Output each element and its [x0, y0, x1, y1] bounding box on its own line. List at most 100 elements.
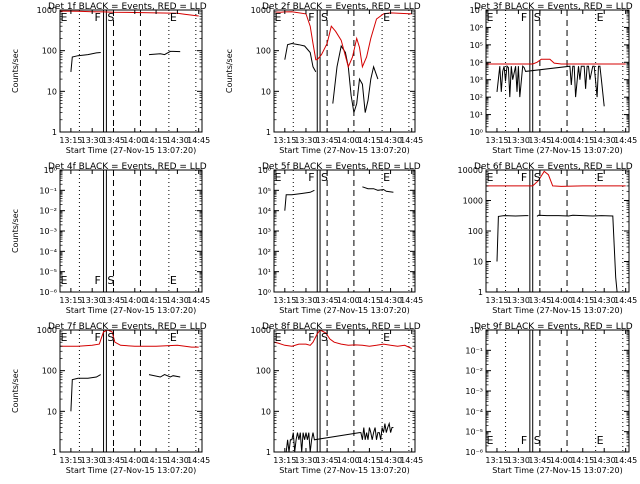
- panel-title: Det 1f BLACK = Events, RED = LLD: [48, 2, 207, 12]
- x-tick-label: 13:45: [528, 456, 551, 465]
- x-tick-label: 13:30: [294, 456, 317, 465]
- x-tick-label: 13:30: [294, 136, 317, 145]
- x-tick-label: 14:45: [400, 136, 423, 145]
- x-tick-label: 13:45: [316, 456, 339, 465]
- series-line-events: [284, 42, 379, 113]
- x-tick-label: 14:30: [593, 296, 616, 305]
- series-line-events: [284, 186, 394, 211]
- x-tick-label: 14:45: [614, 456, 637, 465]
- y-tick-label: 10⁻⁴: [39, 247, 57, 256]
- y-tick-label: 10⁰: [470, 128, 483, 137]
- x-axis-label: Start Time (27-Nov-15 13:07:20): [492, 306, 622, 315]
- y-tick-label: 1: [52, 448, 57, 457]
- event-label-top-f: F: [308, 11, 314, 24]
- event-label-top-e: E: [597, 11, 604, 24]
- x-tick-label: 13:30: [507, 456, 530, 465]
- event-marker-lines: [78, 170, 197, 292]
- y-tick-label: 10⁻⁵: [39, 268, 57, 277]
- y-tick-label: 1000: [251, 6, 271, 15]
- x-axis-label: Start Time (27-Nov-15 13:07:20): [66, 146, 196, 155]
- y-tick-label: 10: [473, 258, 483, 267]
- plot-frame: [59, 9, 203, 133]
- x-tick-label: 13:15: [273, 296, 296, 305]
- x-tick-label: 14:00: [337, 296, 360, 305]
- panel-det-9f: Det 9f BLACK = Events, RED = LLD E F S E 13:1…: [465, 322, 637, 475]
- event-label-e: E: [597, 434, 604, 447]
- event-label-top-e: E: [383, 11, 390, 24]
- event-label-top-s: S: [107, 331, 114, 344]
- event-marker-lines: [292, 330, 410, 452]
- x-tick-label: 13:15: [59, 296, 82, 305]
- x-tick-label: 14:00: [337, 136, 360, 145]
- event-marker-lines: [78, 330, 197, 452]
- event-label-top-e: E: [170, 11, 177, 24]
- y-tick-label: 1: [52, 128, 57, 137]
- x-tick-label: 13:15: [59, 136, 82, 145]
- y-tick-label: 10⁷: [470, 6, 483, 15]
- event-label-top-e: E: [170, 331, 177, 344]
- event-label-top-e: E: [61, 11, 68, 24]
- y-tick-label: 10²: [470, 93, 483, 102]
- x-tick-label: 14:15: [571, 296, 594, 305]
- panel-title: Det 7f BLACK = Events, RED = LLD: [48, 322, 207, 332]
- event-label-top-s: S: [321, 11, 328, 24]
- x-tick-label: 14:15: [358, 296, 381, 305]
- x-tick-label: 13:45: [316, 296, 339, 305]
- event-marker-lines: [505, 170, 624, 292]
- y-tick-label: 100: [42, 47, 57, 56]
- x-tick-label: 14:45: [187, 296, 210, 305]
- x-tick-label: 14:45: [187, 456, 210, 465]
- series-line-lld: [60, 10, 199, 17]
- x-tick-label: 13:15: [273, 456, 296, 465]
- event-label-top-f: F: [95, 11, 101, 24]
- y-tick-label: 10²: [258, 247, 271, 256]
- x-tick-label: 14:00: [550, 136, 573, 145]
- x-tick-label: 14:00: [123, 296, 146, 305]
- x-tick-label: 13:30: [507, 296, 530, 305]
- y-tick-label: 1: [266, 448, 271, 457]
- y-tick-label: 10⁴: [470, 58, 483, 67]
- y-tick-label: 10: [261, 87, 271, 96]
- x-tick-label: 14:45: [400, 296, 423, 305]
- y-tick-label: 10⁶: [470, 23, 483, 32]
- x-tick-label: 13:30: [507, 136, 530, 145]
- event-marker-lines: [78, 10, 197, 132]
- y-tick-label: 10¹: [258, 268, 271, 277]
- event-label-top-s: S: [534, 11, 541, 24]
- x-tick-label: 13:15: [485, 296, 508, 305]
- y-tick-label: 1000: [37, 6, 57, 15]
- plot-frame: [273, 329, 416, 453]
- event-label-top-e: E: [275, 171, 282, 184]
- x-tick-label: 14:30: [379, 456, 402, 465]
- plot-frame: [485, 9, 630, 133]
- event-label-top-f: F: [308, 331, 314, 344]
- x-tick-label: 13:45: [102, 136, 125, 145]
- x-tick-label: 13:45: [316, 136, 339, 145]
- x-tick-label: 13:45: [528, 296, 551, 305]
- event-label-e: E: [487, 434, 494, 447]
- x-tick-label: 14:15: [145, 296, 168, 305]
- y-tick-label: 10⁻⁶: [39, 288, 57, 297]
- panel-title: Det 5f BLACK = Events, RED = LLD: [262, 162, 421, 172]
- event-label-top-f: F: [308, 171, 314, 184]
- x-tick-label: 13:45: [102, 456, 125, 465]
- x-tick-label: 13:30: [294, 296, 317, 305]
- x-tick-label: 14:30: [593, 456, 616, 465]
- series-line-events: [70, 374, 181, 412]
- panel-title: Det 2f BLACK = Events, RED = LLD: [262, 2, 421, 12]
- y-tick-label: 1000: [463, 197, 483, 206]
- event-label-top-s: S: [534, 171, 541, 184]
- event-label-e: E: [61, 274, 68, 287]
- y-tick-label: 100: [256, 367, 271, 376]
- event-label-top-s: S: [321, 331, 328, 344]
- panel-title: Det 6f BLACK = Events, RED = LLD: [474, 162, 633, 172]
- series-line-lld: [486, 58, 626, 65]
- y-tick-label: 100: [256, 47, 271, 56]
- event-marker-lines: [505, 10, 624, 132]
- series-line-lld: [274, 11, 412, 69]
